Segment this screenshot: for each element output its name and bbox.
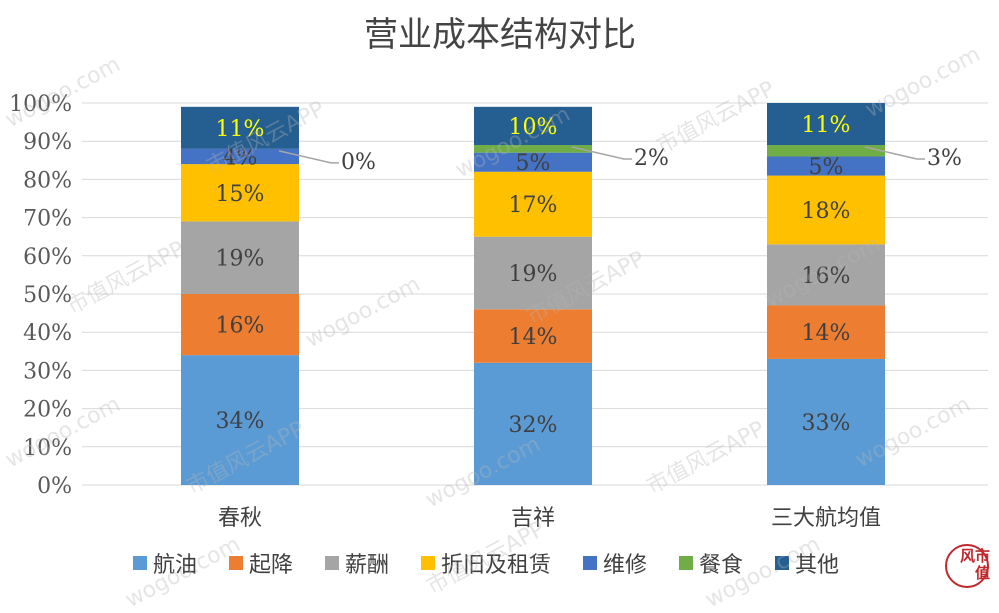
data-label: 11% [802,113,851,138]
legend-label: 薪酬 [345,553,389,578]
bar-segment [767,145,885,157]
data-label: 16% [216,314,265,339]
legend-swatch [133,556,147,570]
data-label: 19% [509,262,558,287]
x-axis: 春秋 吉祥 三大航均值 [218,506,881,531]
legend-label: 餐食 [699,553,743,578]
legend-label: 折旧及租赁 [441,553,551,578]
logo-text: 风市值 [959,547,990,582]
bar-segment [474,145,592,153]
bar-segment [767,358,885,485]
bar-segment [474,171,592,237]
bar-segment [181,294,299,356]
data-label: 14% [509,325,558,350]
y-tick-label: 30% [23,359,72,384]
data-label: 19% [216,247,265,272]
x-category-label: 三大航均值 [771,506,881,531]
leader-line [864,146,925,160]
data-label: 4% [223,145,258,170]
y-tick-label: 20% [23,398,72,423]
y-axis: 0% 10% 20% 30% 40% 50% 60% 70% 80% 90% 100% [9,92,72,499]
legend-label: 维修 [603,553,647,578]
data-label: 10% [509,115,558,140]
bar-segment [474,106,592,146]
bar-segment [767,305,885,359]
bar-segment [181,106,299,149]
bar-segment [767,103,885,146]
legend: 航油 起降 薪酬 折旧及租赁 维修 餐食 其他 [133,553,839,578]
logo-seal-icon [945,544,989,588]
y-tick-label: 90% [23,130,72,155]
data-label: 14% [802,321,851,346]
bar-segment [474,362,592,485]
data-label: 0% [341,150,376,175]
bars: 34% 16% 19% 15% 4% 0% 11% 32% 14% 19% 17% 5% 2% 10% 33… [181,103,962,485]
data-label: 34% [216,409,265,434]
leader-line [278,150,339,164]
y-tick-label: 50% [23,283,72,308]
y-tick-label: 100% [9,92,72,117]
bar-segment [181,221,299,294]
legend-swatch [229,556,243,570]
data-label: 15% [216,182,265,207]
data-label: 5% [516,151,551,176]
stacked-bar-chart: 营业成本结构对比 0% 10% 20% 30% 40% 50% 60% 70% 80% 90% 10… [9,15,988,578]
bar-segment [767,156,885,176]
bar-segment [474,236,592,310]
bar-segment [474,309,592,363]
leader-line [571,146,632,160]
data-label: 32% [509,413,558,438]
data-label: 3% [927,146,962,171]
bar-segment [767,244,885,306]
x-category-label: 春秋 [218,506,262,531]
data-label: 2% [634,146,669,171]
y-tick-label: 0% [37,474,72,499]
legend-swatch [583,556,597,570]
data-label: 17% [509,193,558,218]
bar-segment [181,164,299,222]
bar-segment [767,175,885,245]
legend-label: 起降 [249,553,293,578]
y-tick-label: 40% [23,321,72,346]
data-label: 11% [216,117,265,142]
data-label: 18% [802,199,851,224]
legend-swatch [679,556,693,570]
y-tick-label: 10% [23,436,72,461]
y-tick-label: 70% [23,207,72,232]
legend-label: 其他 [795,553,839,578]
legend-swatch [775,556,789,570]
data-label: 33% [802,411,851,436]
y-tick-label: 80% [23,168,72,193]
x-category-label: 吉祥 [511,506,555,531]
bar-segment [474,152,592,172]
bar-segment [181,148,299,165]
y-tick-label: 60% [23,245,72,270]
chart-title: 营业成本结构对比 [364,15,636,55]
legend-swatch [421,556,435,570]
bar-segment [181,355,299,485]
legend-label: 航油 [153,553,197,578]
data-label: 16% [802,264,851,289]
data-label: 5% [809,155,844,180]
legend-swatch [325,556,339,570]
